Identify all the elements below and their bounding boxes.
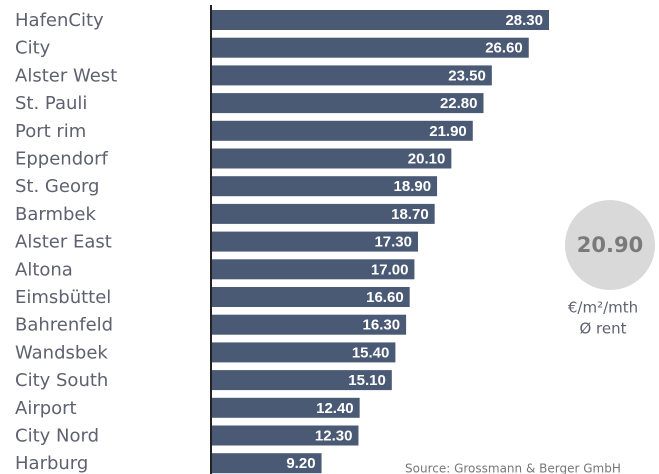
value-label: 17.00: [371, 261, 409, 278]
category-label: Alster East: [15, 232, 112, 253]
value-label: 15.40: [352, 344, 390, 361]
category-label: Harburg: [15, 453, 88, 474]
bar: [212, 148, 452, 169]
bar: [212, 203, 435, 224]
category-label: St. Pauli: [15, 93, 87, 114]
value-label: 18.70: [391, 206, 429, 223]
average-circle: [565, 200, 655, 290]
bar: [212, 287, 410, 307]
category-label: City Nord: [15, 426, 99, 447]
value-label: 16.30: [363, 317, 401, 334]
bar: [212, 425, 359, 446]
bar: [212, 176, 438, 197]
bar: [212, 65, 492, 86]
category-label: Alster West: [15, 65, 117, 86]
category-label: City: [15, 38, 51, 59]
average-unit: €/m²/mth: [568, 299, 638, 317]
value-label: 23.50: [448, 67, 486, 84]
category-label: St. Georg: [15, 176, 99, 197]
average-label: 20.90: [577, 233, 643, 257]
category-label: Port rim: [15, 121, 86, 142]
value-label: 18.90: [394, 178, 432, 195]
value-label: 20.10: [408, 150, 446, 167]
category-label: City South: [15, 370, 108, 391]
bar: [212, 93, 484, 114]
bar: [212, 453, 322, 474]
bar: [212, 259, 415, 280]
category-label: Barmbek: [15, 204, 96, 225]
value-label: 15.10: [348, 372, 386, 389]
category-label: Eimsbüttel: [15, 287, 111, 308]
value-label: 17.30: [374, 234, 412, 251]
category-label: Airport: [15, 398, 77, 419]
value-label: 26.60: [485, 40, 523, 57]
value-label: 12.30: [315, 427, 353, 444]
source: Source: Grossmann & Berger GmbH: [405, 462, 621, 474]
bar: [212, 120, 473, 141]
category-label: Eppendorf: [15, 149, 109, 170]
category-label: Bahrenfeld: [15, 315, 113, 336]
bar: [212, 10, 549, 30]
value-label: 12.40: [316, 400, 354, 417]
value-label: 16.60: [366, 289, 404, 306]
bar: [212, 37, 529, 58]
value-label: 28.30: [505, 12, 543, 29]
bar: [212, 370, 392, 391]
value-label: 9.20: [286, 455, 315, 472]
bar: [212, 397, 360, 418]
category-label: Wandsbek: [15, 342, 108, 363]
bar: [212, 314, 407, 335]
bar: [212, 231, 419, 252]
value-label: 22.80: [440, 95, 478, 112]
bar: [212, 342, 396, 363]
average-caption: Ø rent: [579, 320, 626, 338]
category-label: HafenCity: [15, 10, 104, 31]
value-label: 21.90: [429, 123, 467, 140]
category-label: Altona: [15, 259, 73, 280]
